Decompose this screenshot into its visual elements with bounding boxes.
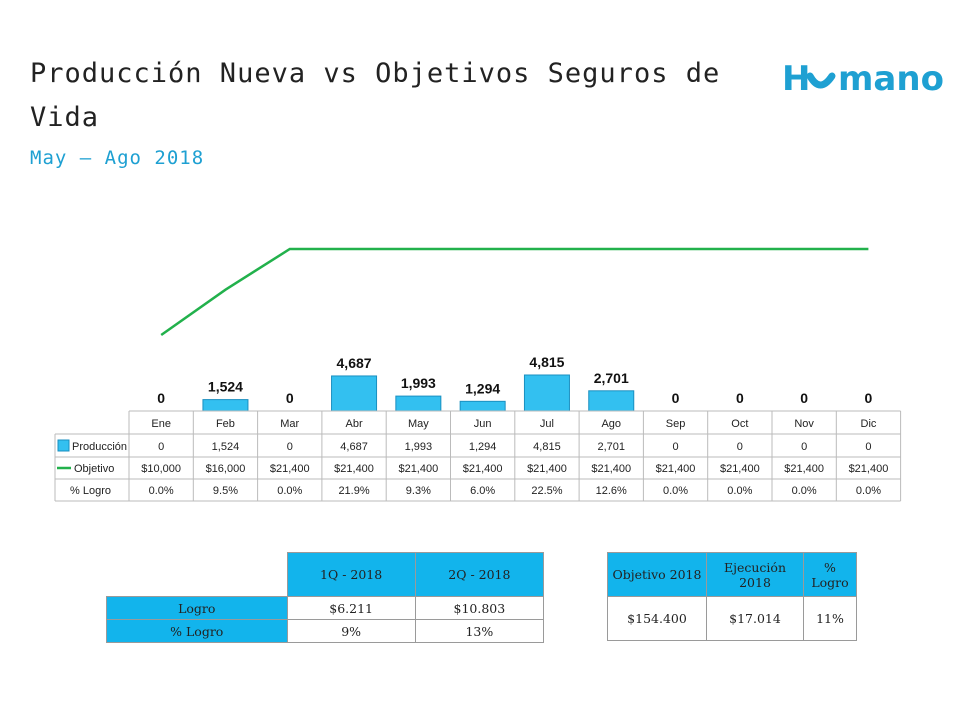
objetivo-line — [160, 247, 869, 337]
objetivo-cell: $21,400 — [720, 463, 760, 475]
logro-cell: 9.3% — [406, 485, 431, 497]
summary-header: % Logro — [803, 552, 857, 597]
category-label: Dic — [861, 418, 877, 430]
legend-key-produccion — [57, 439, 70, 452]
summary-header: Ejecución 2018 — [706, 552, 804, 597]
category-label: May — [408, 418, 429, 430]
quarter-row-label: Logro — [106, 596, 288, 620]
category-label: Ago — [601, 418, 621, 430]
objetivo-cell: $21,400 — [334, 463, 374, 475]
bar-data-label: 1,993 — [401, 375, 436, 391]
logro-cell: 0.0% — [663, 485, 688, 497]
summary-table: Objetivo 2018 Ejecución 2018 % Logro $15… — [607, 552, 857, 641]
produccion-cell: 1,993 — [405, 441, 433, 453]
legend-label-objetivo: Objetivo — [74, 463, 114, 475]
produccion-bar — [331, 375, 378, 412]
summary-cell: 11% — [803, 596, 857, 641]
logro-cell: 6.0% — [470, 485, 495, 497]
quarter-cell: $10.803 — [414, 596, 545, 620]
category-label: Jun — [474, 418, 492, 430]
objetivo-cell: $21,400 — [527, 463, 567, 475]
category-label: Mar — [280, 418, 299, 430]
logro-cell: 0.0% — [856, 485, 881, 497]
category-label: Ene — [151, 418, 171, 430]
produccion-bar — [395, 395, 442, 412]
bar-data-label: 0 — [157, 390, 165, 406]
bar-data-label: 0 — [800, 390, 808, 406]
bar-data-label: 1,294 — [465, 380, 500, 396]
objetivo-cell: $21,400 — [591, 463, 631, 475]
bar-data-label: 4,687 — [337, 355, 372, 371]
page-subtitle: May – Ago 2018 — [30, 147, 205, 169]
quarter-header: 1Q - 2018 — [286, 552, 416, 597]
production-chart: 0 1,524 0 4,687 1,993 1,294 4,815 2,701 0 0 0 0 Ene 0… — [54, 247, 902, 502]
produccion-bar — [202, 399, 249, 412]
produccion-cell: 0 — [801, 441, 807, 453]
humano-logo: H mano — [782, 59, 944, 99]
objetivo-cell: $21,400 — [784, 463, 824, 475]
logro-cell: 9.5% — [213, 485, 238, 497]
category-label: Abr — [345, 418, 362, 430]
produccion-cell: 0 — [287, 441, 293, 453]
logro-cell: 21.9% — [338, 485, 369, 497]
category-label: Jul — [540, 418, 554, 430]
produccion-cell: 4,687 — [340, 441, 368, 453]
logro-cell: 0.0% — [149, 485, 174, 497]
logro-cell: 12.6% — [596, 485, 627, 497]
produccion-bar — [459, 400, 506, 412]
quarter-table-corner — [107, 553, 288, 597]
bar-data-label: 2,701 — [594, 370, 629, 386]
logro-cell: 22.5% — [531, 485, 562, 497]
produccion-cell: 4,815 — [533, 441, 561, 453]
objetivo-cell: $10,000 — [141, 463, 181, 475]
objetivo-cell: $21,400 — [656, 463, 696, 475]
logro-cell: 0.0% — [727, 485, 752, 497]
objetivo-cell: $16,000 — [206, 463, 246, 475]
quarter-cell: $6.211 — [286, 596, 416, 620]
produccion-cell: 0 — [158, 441, 164, 453]
svg-text:mano: mano — [838, 59, 944, 99]
category-label: Sep — [666, 418, 686, 430]
quarter-row-label: % Logro — [106, 619, 288, 643]
produccion-cell: 0 — [865, 441, 871, 453]
objetivo-cell: $21,400 — [398, 463, 438, 475]
objetivo-cell: $21,400 — [463, 463, 503, 475]
bar-data-label: 0 — [865, 390, 873, 406]
legend-label-logro: % Logro — [70, 485, 111, 497]
category-label: Nov — [794, 418, 814, 430]
objetivo-cell: $21,400 — [270, 463, 310, 475]
quarter-header: 2Q - 2018 — [414, 552, 545, 597]
produccion-cell: 1,294 — [469, 441, 497, 453]
bar-data-label: 4,815 — [529, 354, 564, 370]
produccion-bar — [588, 390, 635, 412]
produccion-cell: 0 — [737, 441, 743, 453]
summary-header: Objetivo 2018 — [607, 552, 707, 597]
svg-text:H: H — [782, 59, 810, 99]
bar-data-label: 0 — [286, 390, 294, 406]
quarter-cell: 9% — [286, 619, 416, 643]
bar-data-label: 0 — [736, 390, 744, 406]
objetivo-cell: $21,400 — [849, 463, 889, 475]
bar-data-label: 1,524 — [208, 379, 243, 395]
produccion-cell: 1,524 — [212, 441, 240, 453]
legend-label-produccion: Producción — [72, 441, 127, 453]
produccion-cell: 2,701 — [597, 441, 625, 453]
quarter-cell: 13% — [414, 619, 545, 643]
summary-cell: $17.014 — [706, 596, 804, 641]
quarter-table: 1Q - 2018 2Q - 2018 Logro $6.211 $10.803… — [106, 552, 545, 643]
produccion-cell: 0 — [672, 441, 678, 453]
page-title: Producción Nueva vs Objetivos Seguros de… — [30, 58, 721, 133]
bar-data-label: 0 — [672, 390, 680, 406]
category-label: Oct — [731, 418, 748, 430]
summary-cell: $154.400 — [607, 596, 707, 641]
logro-cell: 0.0% — [792, 485, 817, 497]
logro-cell: 0.0% — [277, 485, 302, 497]
category-label: Feb — [216, 418, 235, 430]
produccion-bar — [523, 374, 570, 412]
